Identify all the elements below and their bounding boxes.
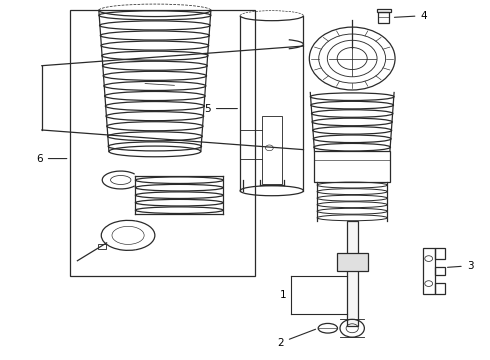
Text: 6: 6 <box>36 154 67 163</box>
Bar <box>98 244 106 249</box>
Bar <box>377 9 391 12</box>
Bar <box>378 12 389 23</box>
Bar <box>435 248 445 260</box>
Bar <box>435 267 445 275</box>
Text: 3: 3 <box>447 261 473 271</box>
Text: 2: 2 <box>277 329 316 347</box>
Bar <box>435 283 445 294</box>
Bar <box>347 221 358 327</box>
Bar <box>70 10 255 276</box>
Text: 4: 4 <box>394 11 427 21</box>
Bar <box>337 253 368 271</box>
Bar <box>262 116 282 184</box>
Bar <box>423 248 435 294</box>
Text: 5: 5 <box>204 104 237 113</box>
Bar <box>315 152 390 182</box>
Text: 1: 1 <box>280 290 287 300</box>
